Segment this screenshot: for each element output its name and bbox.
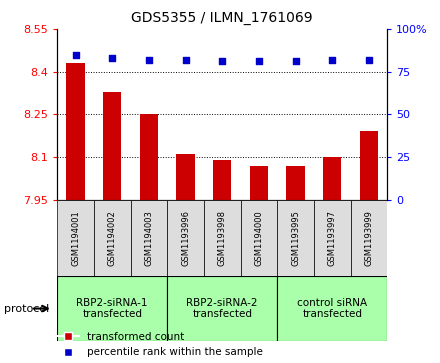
Point — [72, 52, 79, 58]
FancyBboxPatch shape — [204, 200, 241, 276]
Bar — [66, 63, 85, 200]
Point — [329, 57, 336, 63]
Bar — [360, 131, 378, 200]
Bar — [176, 154, 195, 200]
FancyBboxPatch shape — [277, 200, 314, 276]
Text: GSM1194002: GSM1194002 — [108, 210, 117, 266]
FancyBboxPatch shape — [167, 276, 277, 341]
Point — [182, 57, 189, 63]
Text: protocol: protocol — [4, 303, 50, 314]
Text: GSM1193997: GSM1193997 — [328, 210, 337, 266]
Text: GSM1193998: GSM1193998 — [218, 210, 227, 266]
FancyBboxPatch shape — [131, 200, 167, 276]
Bar — [250, 166, 268, 200]
FancyBboxPatch shape — [167, 200, 204, 276]
Bar — [323, 157, 341, 200]
Text: GSM1193999: GSM1193999 — [364, 210, 374, 266]
Bar — [140, 114, 158, 200]
Text: GSM1194000: GSM1194000 — [254, 210, 264, 266]
Bar — [286, 166, 305, 200]
Text: GSM1193995: GSM1193995 — [291, 210, 300, 266]
Point — [255, 58, 262, 64]
FancyBboxPatch shape — [57, 200, 94, 276]
Text: control siRNA
transfected: control siRNA transfected — [297, 298, 367, 319]
Point — [109, 55, 116, 61]
Bar — [103, 91, 121, 200]
FancyBboxPatch shape — [314, 200, 351, 276]
FancyBboxPatch shape — [94, 200, 131, 276]
Bar — [213, 160, 231, 200]
Point — [365, 57, 372, 63]
Point — [145, 57, 152, 63]
Point — [219, 58, 226, 64]
FancyBboxPatch shape — [351, 200, 387, 276]
Text: RBP2-siRNA-2
transfected: RBP2-siRNA-2 transfected — [187, 298, 258, 319]
Title: GDS5355 / ILMN_1761069: GDS5355 / ILMN_1761069 — [132, 11, 313, 25]
Text: GSM1194003: GSM1194003 — [144, 210, 154, 266]
Text: RBP2-siRNA-1
transfected: RBP2-siRNA-1 transfected — [77, 298, 148, 319]
FancyBboxPatch shape — [277, 276, 387, 341]
Legend: transformed count, percentile rank within the sample: transformed count, percentile rank withi… — [54, 328, 267, 362]
Text: GSM1194001: GSM1194001 — [71, 210, 80, 266]
FancyBboxPatch shape — [241, 200, 277, 276]
Point — [292, 58, 299, 64]
FancyBboxPatch shape — [57, 276, 167, 341]
Text: GSM1193996: GSM1193996 — [181, 210, 190, 266]
